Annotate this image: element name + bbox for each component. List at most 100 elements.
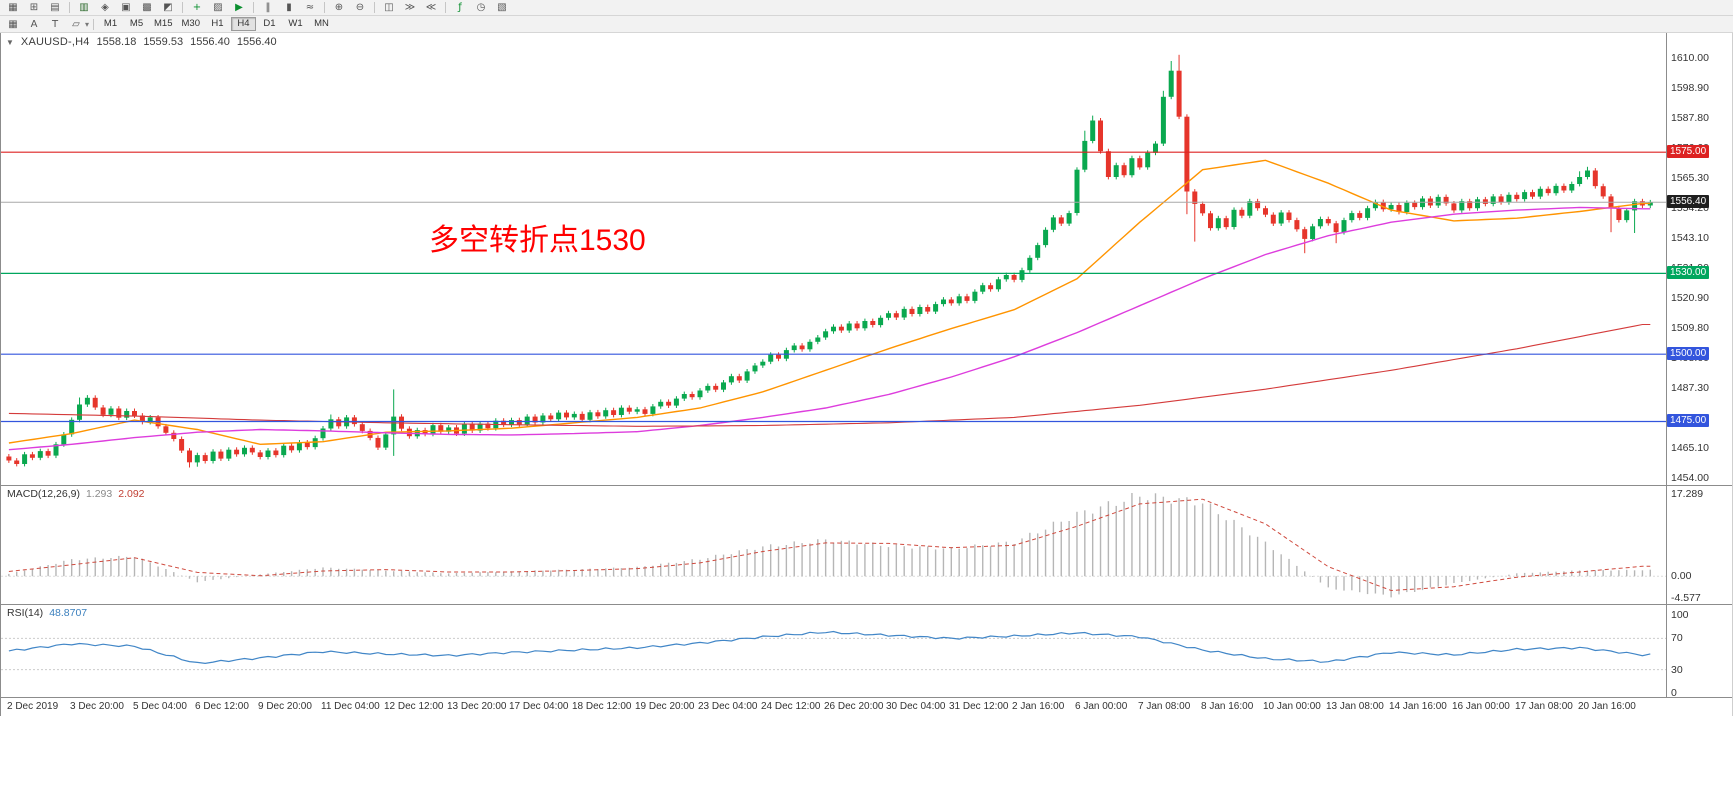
line-chart-type-icon[interactable]: ≈	[300, 1, 320, 14]
terminal-icon[interactable]: ▩	[137, 1, 157, 14]
price-tick: 1543.10	[1671, 232, 1709, 245]
time-label: 19 Dec 20:00	[635, 701, 695, 712]
ohlc-open: 1558.18	[96, 36, 137, 48]
tile-windows-icon[interactable]: ◫	[379, 1, 399, 14]
macd-main-value: 1.293	[85, 488, 113, 500]
zoom-out-icon[interactable]: ⊖	[350, 1, 370, 14]
timeframe-d1-button[interactable]: D1	[257, 17, 282, 31]
price-tick: 1454.00	[1671, 472, 1709, 484]
timeframe-h4-button[interactable]: H4	[230, 17, 256, 31]
time-label: 16 Jan 00:00	[1452, 701, 1510, 712]
candle-chart-type-icon[interactable]: ▮	[279, 1, 299, 14]
text-label-tool-icon[interactable]: A	[24, 18, 44, 31]
timeframe-m5-button[interactable]: M5	[124, 17, 149, 31]
rsi-value: 48.8707	[49, 607, 88, 619]
templates-icon[interactable]: ▧	[492, 1, 512, 14]
price-tick: 1509.80	[1671, 321, 1709, 334]
time-label: 13 Jan 08:00	[1326, 701, 1384, 712]
rsi-tick: 70	[1671, 632, 1683, 645]
auto-scroll-icon[interactable]: ≫	[400, 1, 420, 14]
toolbar-separator	[182, 2, 183, 13]
timeframe-h1-button[interactable]: H1	[205, 17, 230, 31]
time-label: 5 Dec 04:00	[133, 701, 187, 712]
timeframe-w1-button[interactable]: W1	[283, 17, 308, 31]
chart-profiles-icon[interactable]: ▤	[45, 1, 65, 14]
bid-price-badge: 1556.40	[1667, 195, 1710, 209]
metaeditor-icon[interactable]: ▨	[208, 1, 228, 14]
zoom-in-icon[interactable]: ⊕	[329, 1, 349, 14]
price-panel: ▼ XAUUSD-,H4 1558.18 1559.53 1556.40 155…	[1, 33, 1732, 486]
data-window-icon[interactable]: ◈	[95, 1, 115, 14]
chart-shift-icon[interactable]: ≪	[421, 1, 441, 14]
strategy-tester-icon[interactable]: ◩	[158, 1, 178, 14]
navigator-icon[interactable]: ▣	[116, 1, 136, 14]
indicators-icon[interactable]: ƒ	[450, 1, 470, 14]
price-tick: 1465.10	[1671, 442, 1709, 455]
time-label: 17 Dec 04:00	[509, 701, 569, 712]
time-label: 11 Dec 04:00	[321, 701, 380, 712]
time-label: 17 Jan 08:00	[1515, 701, 1573, 712]
rsi-canvas	[1, 630, 1666, 671]
toolbar-separator	[324, 2, 325, 13]
price-tick: 1487.30	[1671, 382, 1709, 395]
time-label: 8 Jan 16:00	[1201, 701, 1254, 712]
timeframe-m15-button[interactable]: M15	[150, 17, 176, 31]
price-tick: 1610.00	[1671, 52, 1709, 64]
new-chart-icon[interactable]: ⊞	[24, 1, 44, 14]
rsi-tick: 30	[1671, 663, 1683, 676]
chart-menu-arrow-icon[interactable]: ▼	[6, 37, 14, 47]
text-tool-icon[interactable]: T	[45, 18, 65, 31]
macd-canvas	[1, 493, 1666, 598]
macd-tick: 17.289	[1671, 488, 1704, 500]
timeframe-mn-button[interactable]: MN	[309, 17, 334, 31]
time-label: 18 Dec 12:00	[572, 701, 632, 712]
timeframe-m30-button[interactable]: M30	[178, 17, 204, 31]
time-label: 7 Jan 08:00	[1138, 701, 1191, 712]
rsi-panel: RSI(14) 48.8707 100 70 30 0	[1, 605, 1732, 699]
rsi-plot-area[interactable]: RSI(14) 48.8707	[1, 605, 1666, 697]
time-axis[interactable]: 2 Dec 2019 3 Dec 20:00 5 Dec 04:00 6 Dec 12…	[1, 698, 1732, 716]
ohlc-low: 1556.40	[190, 36, 230, 48]
autotrading-icon[interactable]: ▶	[229, 1, 249, 14]
candlestick-canvas[interactable]	[1, 33, 1666, 485]
price-level-badge: 1575.00	[1667, 145, 1710, 159]
macd-plot-area[interactable]: MACD(12,26,9) 1.293 2.092	[1, 486, 1666, 604]
rsi-name: RSI(14)	[7, 607, 44, 619]
chart-annotation-text[interactable]: 多空转折点1530	[429, 224, 646, 257]
bar-chart-type-icon[interactable]: ‖	[258, 1, 278, 14]
grid-tool-icon[interactable]: ▦	[3, 18, 23, 31]
rsi-tick: 0	[1671, 687, 1677, 699]
timeframe-m1-button[interactable]: M1	[98, 17, 123, 31]
new-order-icon[interactable]: +	[187, 1, 207, 14]
price-plot-area[interactable]: ▼ XAUUSD-,H4 1558.18 1559.53 1556.40 155…	[1, 33, 1666, 485]
price-scale[interactable]: 1610.001598.901587.801576.601565.301554.…	[1666, 33, 1732, 485]
macd-label: MACD(12,26,9) 1.293 2.092	[7, 488, 145, 500]
toolbar-separator	[69, 2, 70, 13]
time-label: 30 Dec 04:00	[886, 701, 946, 712]
macd-tick: -4.577	[1671, 592, 1701, 604]
price-level-badge: 1500.00	[1667, 347, 1710, 361]
time-label: 2 Dec 2019	[7, 701, 59, 712]
macd-panel: MACD(12,26,9) 1.293 2.092 17.289 0.00 -4.5…	[1, 486, 1732, 605]
rsi-scale[interactable]: 100 70 30 0	[1666, 605, 1732, 699]
time-label: 14 Jan 16:00	[1389, 701, 1447, 712]
time-label: 13 Dec 20:00	[447, 701, 507, 712]
symbol-title: XAUUSD-,H4	[20, 36, 90, 48]
rsi-tick: 100	[1671, 609, 1689, 621]
time-label: 23 Dec 04:00	[698, 701, 758, 712]
time-label: 6 Dec 12:00	[195, 701, 249, 712]
macd-signal-value: 2.092	[118, 488, 145, 500]
macd-tick: 0.00	[1671, 570, 1692, 583]
standard-toolbar: ▦ ⊞ ▤ ▥ ◈ ▣ ▩ ◩ + ▨ ▶ ‖ ▮ ≈ ⊕ ⊖ ◫ ≫ ≪ ƒ ◷ ▧	[0, 0, 1733, 16]
time-label: 6 Jan 00:00	[1075, 701, 1128, 712]
market-watch-icon[interactable]: ▥	[74, 1, 94, 14]
macd-scale[interactable]: 17.289 0.00 -4.577	[1666, 486, 1732, 604]
chart-header: ▼ XAUUSD-,H4 1558.18 1559.53 1556.40 155…	[6, 36, 277, 48]
timeframes-toolbar: ▦ A T ▱ ▾ M1 M5 M15 M30 H1 H4 D1 W1 MN	[0, 16, 1733, 33]
shapes-tool-icon[interactable]: ▱	[66, 18, 86, 31]
time-label: 2 Jan 16:00	[1012, 701, 1065, 712]
time-label: 9 Dec 20:00	[258, 701, 312, 712]
dropdown-arrow-icon[interactable]: ▾	[85, 19, 90, 29]
window-menu-icon[interactable]: ▦	[3, 1, 23, 14]
periods-icon[interactable]: ◷	[471, 1, 491, 14]
